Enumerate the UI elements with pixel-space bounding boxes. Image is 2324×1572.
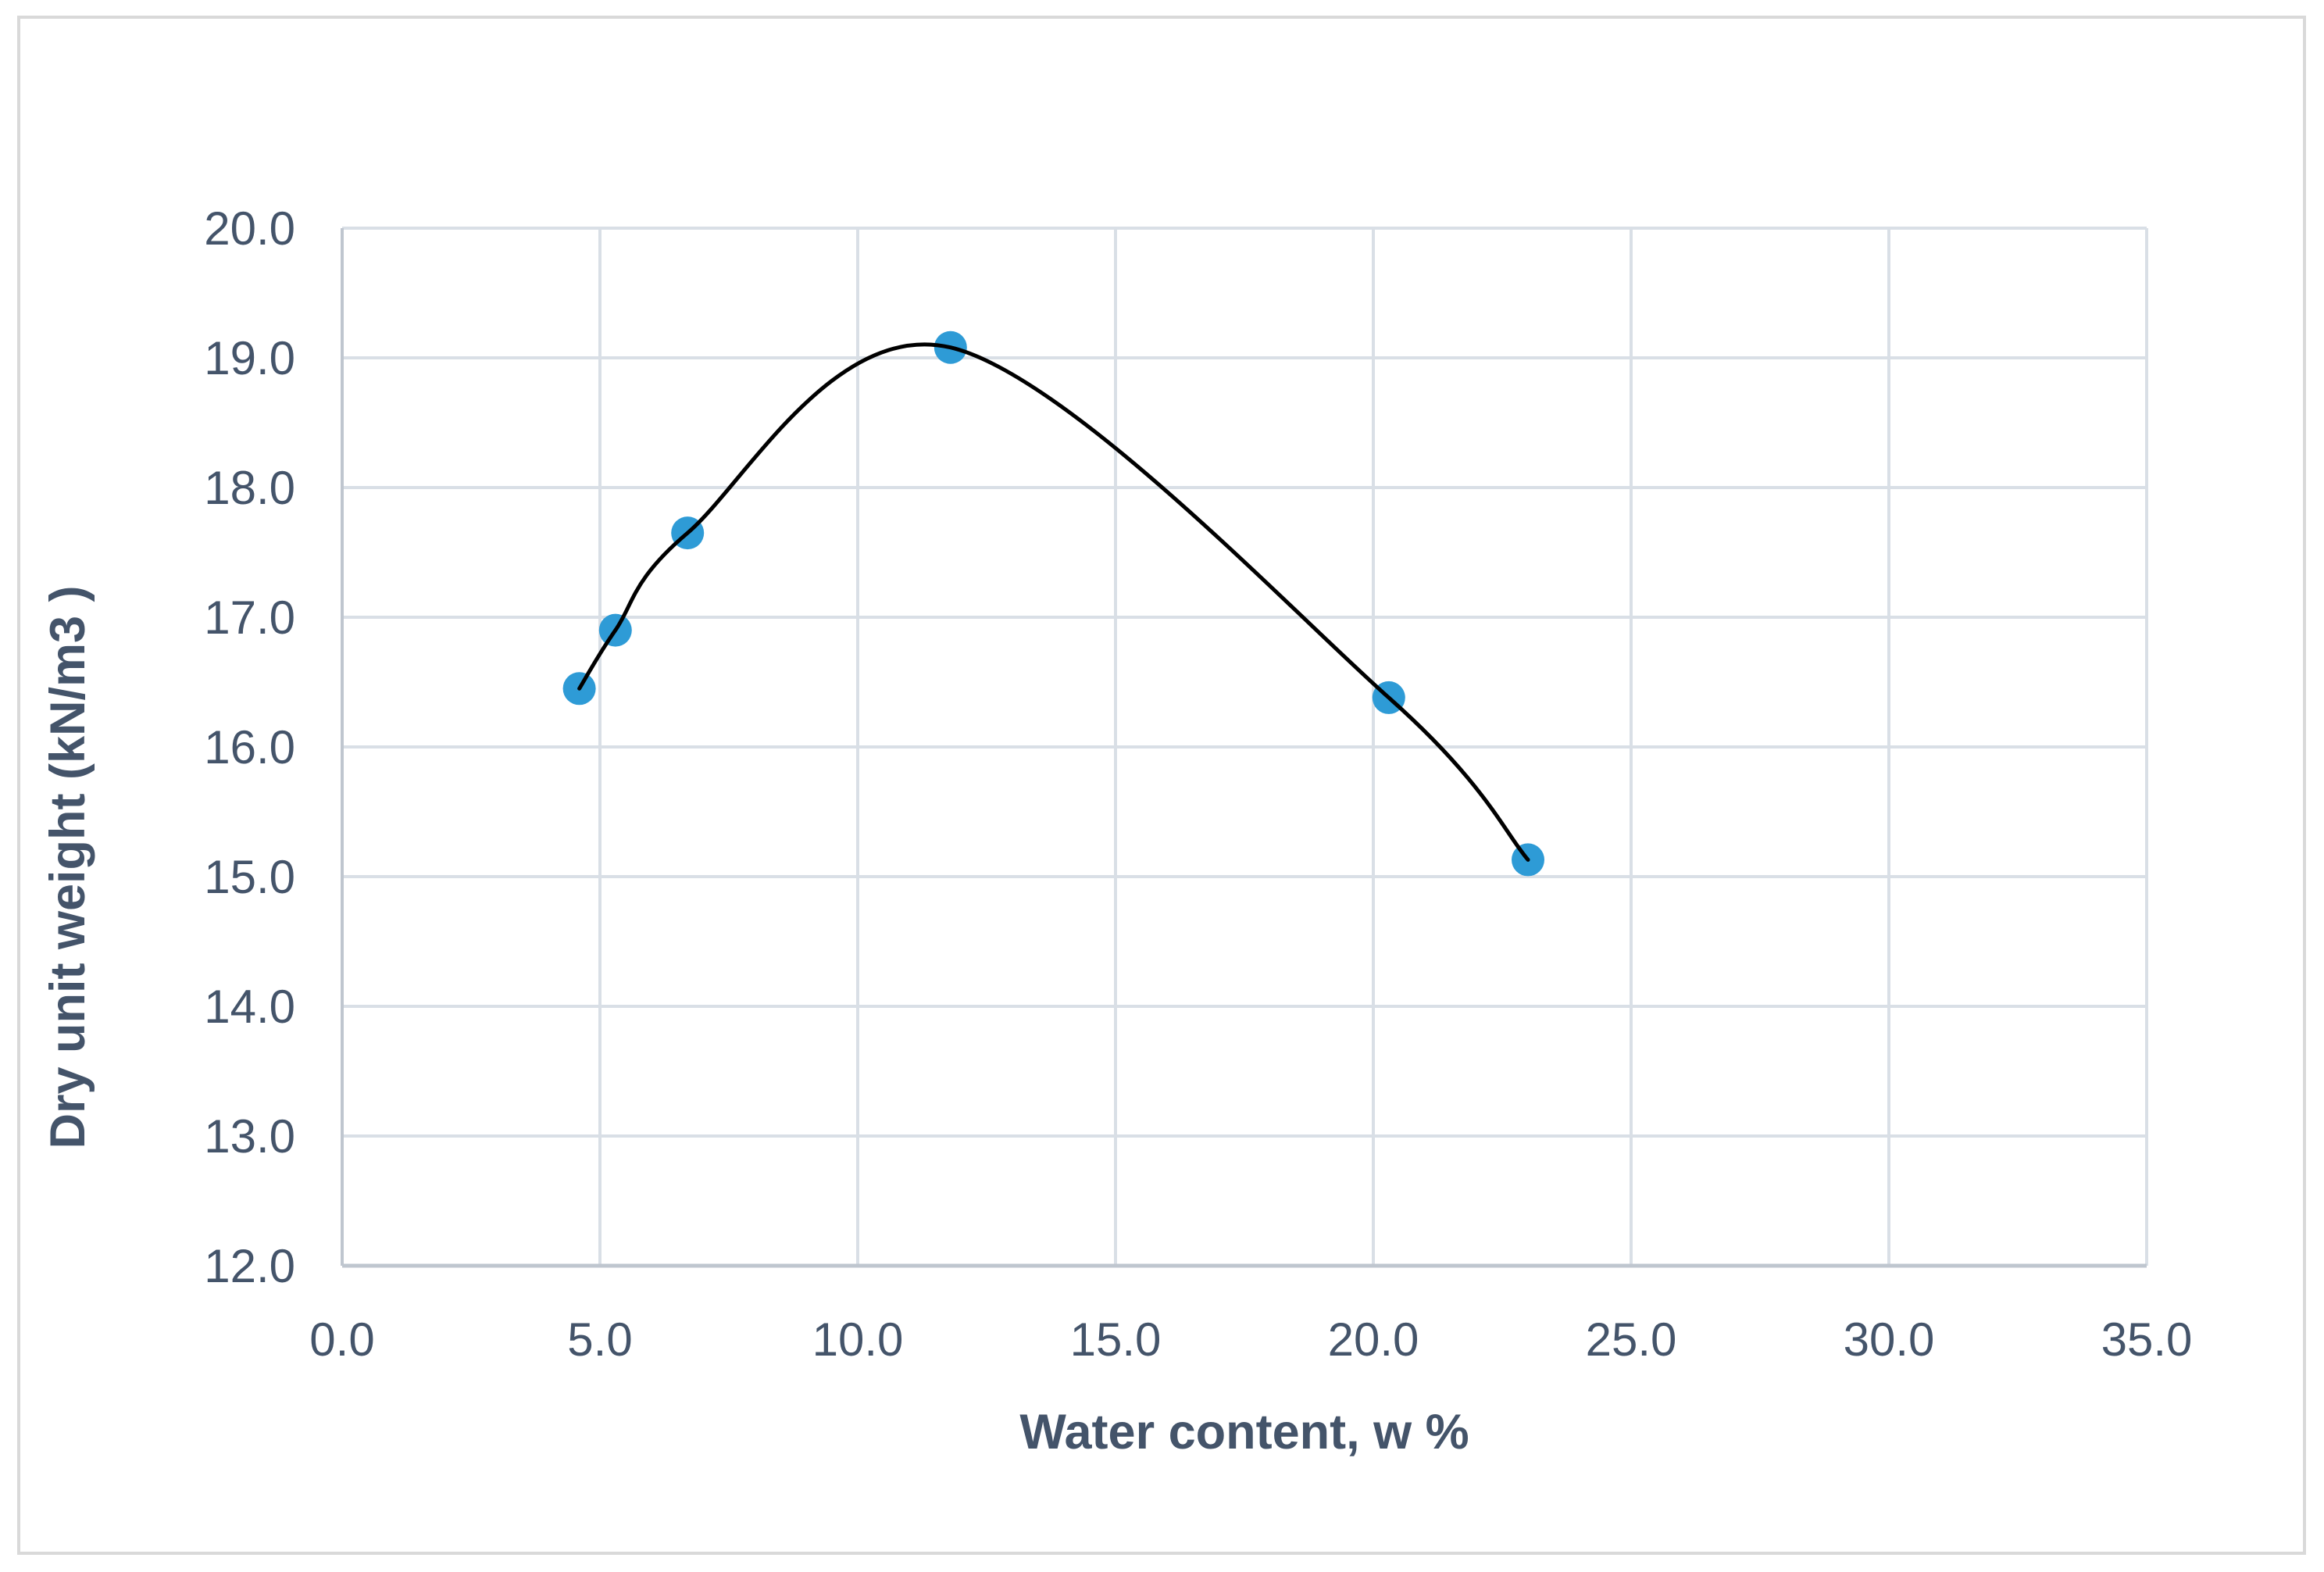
y-tick-label: 15.0: [204, 851, 295, 903]
y-tick-label: 14.0: [204, 981, 295, 1033]
x-tick-label: 15.0: [1070, 1313, 1162, 1366]
y-tick-label: 20.0: [204, 202, 295, 255]
axis-layer: [341, 228, 2147, 1268]
grid-layer: [342, 227, 2148, 1266]
x-tick-label: 5.0: [567, 1313, 632, 1366]
curve-layer: [577, 342, 1530, 862]
tick-layer: 0.0 5.0 10.0 15.0 20.0 25.0 30.0 35.0 12.0 13.0 14…: [204, 202, 2192, 1366]
y-tick-label: 19.0: [204, 332, 295, 384]
x-tick-label: 30.0: [1844, 1313, 1935, 1366]
y-axis-title: Dry unit weight (kN/m3 ): [41, 585, 95, 1149]
point-layer: [562, 330, 1544, 877]
x-tick-label: 25.0: [1586, 1313, 1677, 1366]
x-axis-title: Water content, w %: [1019, 1405, 1469, 1459]
x-tick-label: 0.0: [309, 1313, 374, 1366]
y-tick-label: 18.0: [204, 462, 295, 514]
x-tick-label: 35.0: [2101, 1313, 2193, 1366]
x-tick-label: 20.0: [1328, 1313, 1419, 1366]
chart-frame: [17, 16, 2306, 1555]
fitted-curve: [577, 342, 1530, 862]
x-tick-label: 10.0: [812, 1313, 904, 1366]
y-tick-label: 17.0: [204, 591, 295, 644]
y-tick-label: 13.0: [204, 1110, 295, 1163]
y-tick-label: 16.0: [204, 721, 295, 773]
y-tick-label: 12.0: [204, 1240, 295, 1292]
